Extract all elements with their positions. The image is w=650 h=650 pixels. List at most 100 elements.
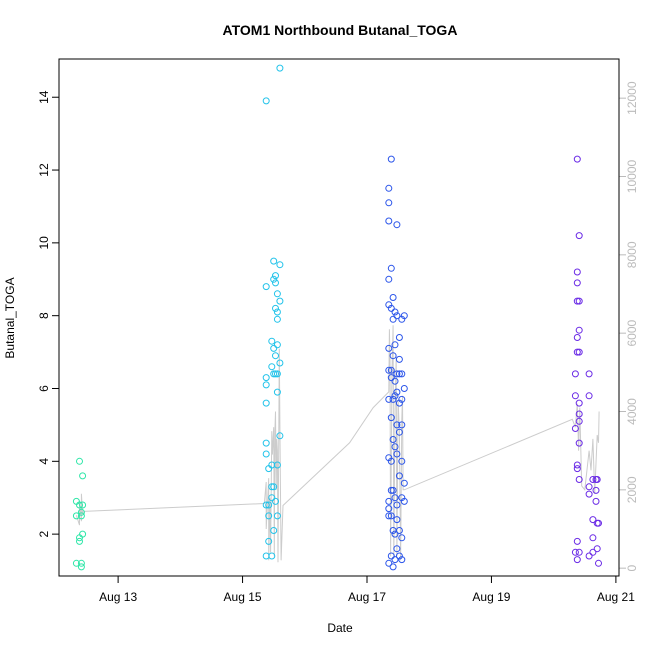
data-point (393, 388, 401, 396)
data-point (77, 512, 85, 520)
data-point (389, 352, 397, 360)
y-tick-label: 14 (37, 90, 51, 104)
data-point (387, 414, 395, 422)
y-tick-label: 8 (37, 312, 51, 319)
y2-tick-label: 4000 (625, 398, 639, 425)
y2-tick-label: 10000 (625, 159, 639, 193)
data-point (589, 476, 597, 483)
data-point (72, 559, 80, 567)
data-point (585, 392, 593, 400)
data-point (385, 366, 393, 374)
data-point (273, 290, 281, 298)
data-point (385, 184, 393, 192)
y2-tick-label: 12000 (625, 81, 639, 115)
y2-tick-label: 8000 (625, 241, 639, 268)
data-point (262, 501, 270, 509)
data-point (273, 388, 281, 396)
data-point (262, 381, 270, 389)
data-point (398, 534, 406, 542)
data-point (389, 395, 397, 403)
data-point (571, 425, 579, 432)
points-layer (72, 64, 602, 571)
data-point (387, 264, 395, 272)
x-tick-label: Aug 13 (99, 590, 137, 604)
data-point (573, 155, 581, 163)
data-point (393, 501, 401, 509)
data-point (389, 294, 397, 301)
data-point (391, 341, 399, 349)
data-point (391, 377, 399, 385)
data-point (573, 268, 581, 276)
data-point (273, 461, 281, 469)
data-point (76, 501, 83, 509)
data-point (262, 399, 270, 407)
data-point (276, 297, 284, 305)
data-point (389, 436, 397, 443)
data-point (262, 450, 270, 458)
data-point (276, 64, 284, 72)
data-point (585, 490, 593, 498)
data-point (391, 494, 399, 502)
data-point (573, 556, 581, 564)
data-point (573, 461, 581, 469)
y-tick-label: 2 (37, 530, 51, 537)
data-point (571, 370, 579, 378)
data-point (575, 417, 583, 425)
data-point (272, 279, 279, 287)
series-4 (571, 155, 602, 567)
data-point (385, 199, 393, 207)
data-point (268, 363, 276, 371)
data-point (389, 486, 397, 494)
data-point (262, 374, 270, 382)
x-axis-label: Date (327, 621, 353, 635)
data-point (262, 97, 270, 105)
data-point (273, 341, 281, 349)
data-point (276, 359, 284, 367)
y-axis-label: Butanal_TOGA (3, 277, 17, 358)
y2-tick-label: 6000 (625, 319, 639, 346)
data-point (398, 370, 406, 378)
data-point (595, 559, 602, 567)
data-point (393, 545, 401, 553)
data-point (76, 537, 83, 545)
data-point (387, 374, 395, 382)
chart-title: ATOM1 Northbound Butanal_TOGA (223, 22, 458, 38)
data-point (575, 439, 583, 447)
data-point (276, 432, 284, 440)
data-point (391, 556, 399, 564)
data-point (265, 512, 273, 520)
data-point (391, 308, 399, 316)
data-point (575, 399, 583, 407)
data-point (398, 556, 406, 564)
data-point (593, 545, 601, 553)
data-point (265, 537, 273, 545)
data-point (262, 439, 270, 447)
data-point (79, 501, 87, 509)
series-1 (72, 457, 87, 571)
data-point (272, 304, 279, 312)
data-point (575, 232, 583, 240)
data-point (575, 476, 583, 483)
data-point (272, 497, 279, 505)
data-point (585, 370, 593, 378)
data-point (395, 370, 403, 378)
data-point (268, 552, 276, 560)
data-point (270, 483, 278, 491)
data-point (387, 366, 395, 374)
x-tick-label: Aug 15 (224, 590, 262, 604)
data-point (391, 530, 399, 538)
data-point (268, 483, 276, 491)
data-point (77, 508, 85, 516)
data-point (270, 275, 278, 283)
data-point (385, 217, 393, 225)
data-point (573, 465, 581, 473)
altitude-layer (75, 325, 600, 563)
data-point (273, 512, 281, 520)
data-point (273, 370, 281, 378)
data-point (589, 534, 597, 542)
data-point (79, 472, 87, 480)
data-point (276, 261, 284, 269)
data-point (385, 275, 393, 283)
data-point (398, 421, 406, 429)
